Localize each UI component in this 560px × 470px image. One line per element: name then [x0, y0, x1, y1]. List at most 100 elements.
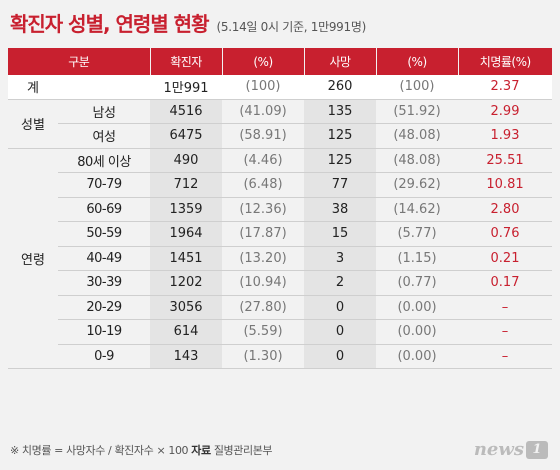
deaths-cell: 135	[304, 99, 376, 124]
cases-cell: 143	[150, 344, 222, 369]
table-row: 40-49 1451 (13.20) 3 (1.15) 0.21	[8, 246, 552, 271]
deaths-cell: 2	[304, 270, 376, 296]
deaths-cell: 38	[304, 197, 376, 222]
row-label: 70-79	[58, 172, 150, 198]
column-header-cases-pct: (%)	[221, 48, 304, 75]
column-header-fatality-rate: 치명률(%)	[457, 48, 552, 75]
header: 확진자 성별, 연령별 현황 (5.14일 0시 기준, 1만991명)	[10, 8, 366, 38]
rate-cell: 0.21	[458, 246, 552, 271]
age-group-label: 연령	[8, 148, 58, 369]
table-row: 60-69 1359 (12.36) 38 (14.62) 2.80	[8, 197, 552, 222]
deaths-pct-cell: (0.77)	[376, 270, 458, 296]
deaths-cell: 125	[304, 123, 376, 149]
cases-cell: 1202	[150, 270, 222, 296]
news1-logo: news 1	[474, 439, 548, 460]
rate-cell: 25.51	[458, 148, 552, 173]
deaths-cell: 0	[304, 319, 376, 345]
column-header-deaths-pct: (%)	[375, 48, 458, 75]
deaths-pct-cell: (0.00)	[376, 344, 458, 369]
deaths-pct-cell: (29.62)	[376, 172, 458, 198]
total-deaths: 260	[304, 75, 376, 100]
page-subtitle: (5.14일 0시 기준, 1만991명)	[216, 20, 367, 34]
rate-cell: 1.93	[458, 123, 552, 149]
footer: ※ 치명률 = 사망자수 / 확진자수 × 100 자료 질병관리본부	[10, 442, 273, 458]
cases-cell: 490	[150, 148, 222, 173]
page-title: 확진자 성별, 연령별 현황	[10, 12, 209, 36]
logo-text: news	[473, 439, 524, 460]
cases-pct-cell: (27.80)	[222, 295, 304, 320]
deaths-pct-cell: (14.62)	[376, 197, 458, 222]
cases-cell: 614	[150, 319, 222, 345]
table-row-total: 계 1만991 (100) 260 (100) 2.37	[8, 75, 552, 100]
deaths-cell: 3	[304, 246, 376, 271]
rate-cell: 10.81	[458, 172, 552, 198]
cases-pct-cell: (13.20)	[222, 246, 304, 271]
column-header-category: 구분	[8, 48, 150, 75]
deaths-pct-cell: (48.08)	[376, 123, 458, 149]
gender-group-label: 성별	[8, 99, 58, 149]
deaths-cell: 0	[304, 344, 376, 369]
table-row: 50-59 1964 (17.87) 15 (5.77) 0.76	[8, 221, 552, 247]
row-label: 0-9	[58, 344, 150, 369]
cases-cell: 4516	[150, 99, 222, 124]
row-label: 30-39	[58, 270, 150, 296]
row-label: 50-59	[58, 221, 150, 247]
rate-cell: –	[458, 295, 552, 320]
deaths-pct-cell: (48.08)	[376, 148, 458, 173]
deaths-cell: 15	[304, 221, 376, 247]
deaths-pct-cell: (51.92)	[376, 99, 458, 124]
table-row: 70-79 712 (6.48) 77 (29.62) 10.81	[8, 172, 552, 198]
cases-pct-cell: (5.59)	[222, 319, 304, 345]
cases-pct-cell: (41.09)	[222, 99, 304, 124]
cases-pct-cell: (10.94)	[222, 270, 304, 296]
deaths-cell: 125	[304, 148, 376, 173]
total-label: 계	[8, 75, 58, 100]
deaths-pct-cell: (0.00)	[376, 319, 458, 345]
rate-cell: 2.80	[458, 197, 552, 222]
row-label: 20-29	[58, 295, 150, 320]
column-header-cases: 확진자	[149, 48, 222, 75]
deaths-cell: 77	[304, 172, 376, 198]
table-row: 20-29 3056 (27.80) 0 (0.00) –	[8, 295, 552, 320]
footer-source-label: 자료	[191, 444, 211, 457]
cases-pct-cell: (12.36)	[222, 197, 304, 222]
cases-pct-cell: (6.48)	[222, 172, 304, 198]
cases-cell: 1964	[150, 221, 222, 247]
total-cases: 1만991	[150, 75, 222, 100]
table-row: 0-9 143 (1.30) 0 (0.00) –	[8, 344, 552, 369]
footer-source: 질병관리본부	[213, 444, 273, 457]
deaths-pct-cell: (5.77)	[376, 221, 458, 247]
footer-note: ※ 치명률 = 사망자수 / 확진자수 × 100	[10, 444, 189, 457]
total-rate: 2.37	[458, 75, 552, 100]
cases-cell: 3056	[150, 295, 222, 320]
rate-cell: 2.99	[458, 99, 552, 124]
total-sub	[58, 75, 150, 100]
row-label: 40-49	[58, 246, 150, 271]
cases-pct-cell: (17.87)	[222, 221, 304, 247]
deaths-pct-cell: (0.00)	[376, 295, 458, 320]
row-label: 80세 이상	[58, 148, 150, 173]
cases-cell: 712	[150, 172, 222, 198]
rate-cell: 0.76	[458, 221, 552, 247]
table-row: 30-39 1202 (10.94) 2 (0.77) 0.17	[8, 270, 552, 296]
table-row: 여성 6475 (58.91) 125 (48.08) 1.93	[8, 123, 552, 149]
row-label: 60-69	[58, 197, 150, 222]
deaths-cell: 0	[304, 295, 376, 320]
table-row: 10-19 614 (5.59) 0 (0.00) –	[8, 319, 552, 345]
cases-pct-cell: (1.30)	[222, 344, 304, 369]
row-label: 여성	[58, 123, 150, 149]
row-label: 남성	[58, 99, 150, 124]
table-row: 연령 80세 이상 490 (4.46) 125 (48.08) 25.51	[8, 148, 552, 369]
total-cases-pct: (100)	[222, 75, 304, 100]
row-label: 10-19	[58, 319, 150, 345]
column-header-deaths: 사망	[303, 48, 376, 75]
total-deaths-pct: (100)	[376, 75, 458, 100]
cases-pct-cell: (4.46)	[222, 148, 304, 173]
cases-cell: 1359	[150, 197, 222, 222]
cases-pct-cell: (58.91)	[222, 123, 304, 149]
rate-cell: 0.17	[458, 270, 552, 296]
rate-cell: –	[458, 319, 552, 345]
table-header-row: 구분 확진자 (%) 사망 (%) 치명률(%)	[8, 48, 552, 75]
deaths-pct-cell: (1.15)	[376, 246, 458, 271]
cases-cell: 1451	[150, 246, 222, 271]
